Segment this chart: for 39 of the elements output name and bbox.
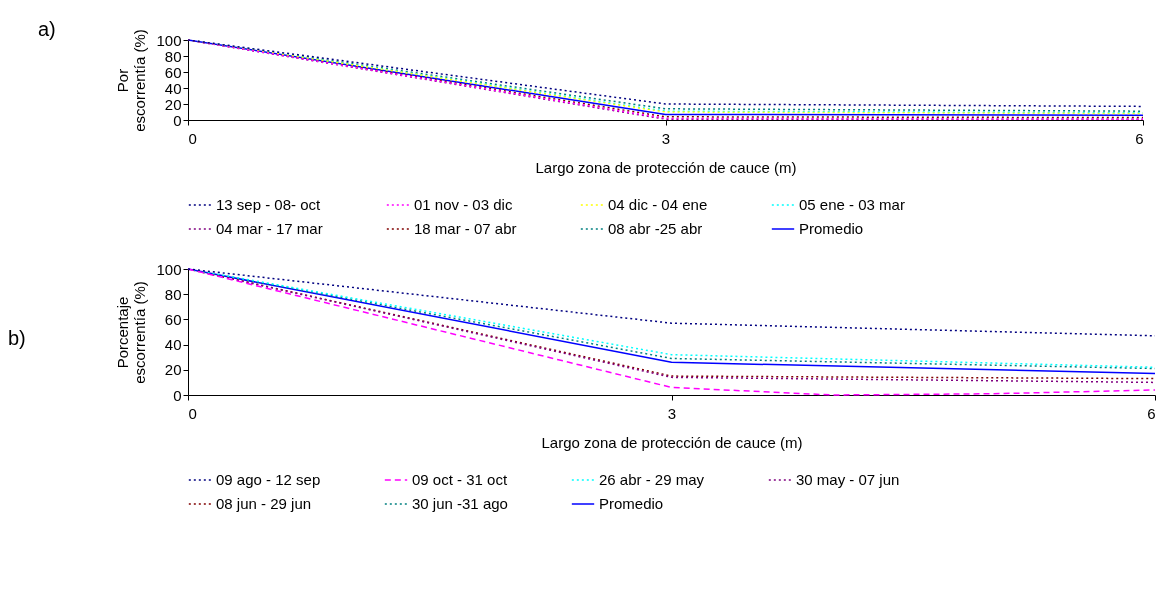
y-axis-title: Por escorrentía (%) [114, 29, 149, 132]
legend-label: Promedio [599, 495, 664, 512]
legend-label: Promedio [799, 220, 864, 237]
y-tick-label: 100 [156, 260, 182, 278]
legend-label: 09 oct - 31 oct [412, 471, 508, 488]
x-tick-label: 3 [667, 404, 677, 422]
x-axis-title: Largo zona de protección de cauce (m) [541, 433, 803, 451]
y-tick-label: 0 [173, 386, 182, 404]
legend-label: 18 mar - 07 abr [414, 220, 517, 237]
legend-label: 09 ago - 12 sep [216, 471, 321, 488]
legend-label: 08 jun - 29 jun [216, 495, 312, 512]
legend-label: 30 may - 07 jun [796, 471, 900, 488]
legend-label: 04 dic - 04 ene [608, 196, 708, 213]
y-tick-label: 20 [164, 361, 182, 379]
y-tick-label: 40 [164, 79, 182, 97]
legend-label: 04 mar - 17 mar [216, 220, 323, 237]
x-tick-label: 0 [188, 404, 197, 422]
legend-label: 05 ene - 03 mar [799, 196, 905, 213]
legend-label: 26 abr - 29 may [599, 471, 705, 488]
y-tick-label: 60 [164, 63, 182, 81]
legend-label: 13 sep - 08- oct [216, 196, 322, 213]
y-tick-label: 40 [164, 336, 182, 354]
text: a) [38, 18, 56, 40]
text: b) [8, 327, 26, 349]
y-tick-label: 60 [164, 310, 182, 328]
y-tick-label: 80 [164, 47, 182, 65]
x-tick-label: 0 [188, 129, 197, 147]
y-axis-title: Porcentaje escorrentía (%) [114, 281, 149, 384]
legend-label: 01 nov - 03 dic [414, 196, 513, 213]
y-tick-label: 80 [164, 285, 182, 303]
legend-label: 08 abr -25 abr [608, 220, 703, 237]
x-axis-title: Largo zona de protección de cauce (m) [535, 158, 797, 176]
x-tick-label: 6 [1135, 129, 1144, 147]
x-tick-label: 6 [1147, 404, 1156, 422]
y-tick-label: 100 [156, 31, 182, 49]
y-tick-label: 0 [173, 111, 182, 129]
legend-label: 30 jun -31 ago [412, 495, 508, 512]
y-tick-label: 20 [164, 95, 182, 113]
x-tick-label: 3 [661, 129, 671, 147]
